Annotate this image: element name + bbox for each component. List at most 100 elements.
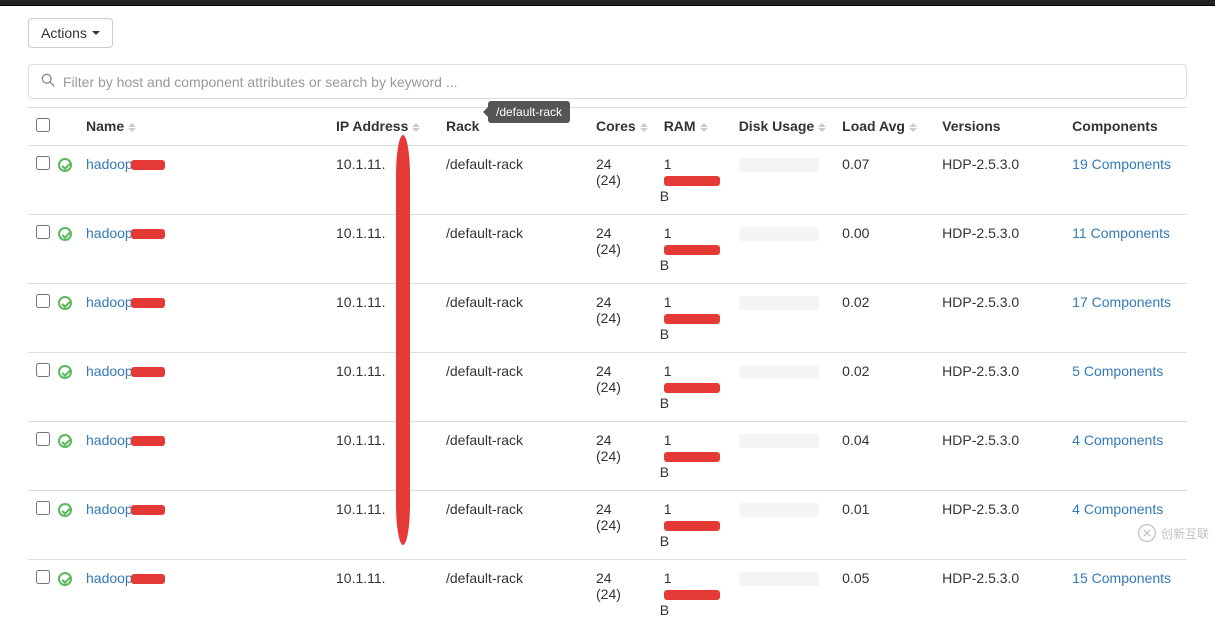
hosts-table: Name IP Address Rack Cores RAM Disk Usag…: [28, 107, 1187, 628]
table-row: hadoop10.1.11./default-rack24(24)1B0.00H…: [28, 215, 1187, 284]
status-ok-icon: [58, 434, 72, 448]
row-checkbox[interactable]: [36, 570, 50, 584]
version-cell: HDP-2.5.3.0: [934, 422, 1064, 491]
col-rack[interactable]: Rack: [438, 108, 588, 146]
ip-cell: 10.1.11.: [328, 353, 438, 422]
actions-dropdown-button[interactable]: Actions: [28, 18, 113, 48]
col-usage[interactable]: Disk Usage: [731, 108, 834, 146]
cores-cell: 24(24): [588, 215, 656, 284]
load-cell: 0.07: [834, 146, 934, 215]
main-container: Actions /default-rack Name IP Address Ra…: [0, 6, 1215, 640]
select-all-checkbox[interactable]: [36, 118, 50, 132]
components-link[interactable]: 11 Components: [1072, 225, 1170, 241]
components-link[interactable]: 4 Components: [1072, 501, 1163, 517]
col-ip[interactable]: IP Address: [328, 108, 438, 146]
redacted-span: [131, 160, 165, 170]
sort-icon: [640, 123, 648, 132]
cores-cell: 24(24): [588, 560, 656, 629]
components-link[interactable]: 19 Components: [1072, 156, 1171, 172]
components-link[interactable]: 15 Components: [1072, 570, 1171, 586]
row-checkbox[interactable]: [36, 363, 50, 377]
row-checkbox[interactable]: [36, 294, 50, 308]
row-checkbox[interactable]: [36, 156, 50, 170]
usage-cell: [731, 215, 834, 284]
usage-cell: [731, 353, 834, 422]
table-row: hadoop10.1.11./default-rack24(24)1B0.02H…: [28, 353, 1187, 422]
col-cores[interactable]: Cores: [588, 108, 656, 146]
filter-bar[interactable]: [28, 64, 1187, 99]
rack-cell: /default-rack: [438, 146, 588, 215]
disk-usage-bar: [739, 158, 819, 172]
host-link[interactable]: hadoop: [86, 156, 133, 172]
col-components: Components: [1064, 108, 1187, 146]
cores-cell: 24(24): [588, 491, 656, 560]
disk-usage-bar: [739, 296, 819, 310]
redacted-span: [664, 245, 720, 255]
ram-cell: 1B: [656, 353, 731, 422]
ram-cell: 1B: [656, 146, 731, 215]
redacted-span: [131, 436, 165, 446]
usage-cell: [731, 146, 834, 215]
usage-cell: [731, 284, 834, 353]
redacted-span: [131, 367, 165, 377]
cores-cell: 24(24): [588, 284, 656, 353]
redacted-span: [664, 314, 720, 324]
ram-cell: 1B: [656, 491, 731, 560]
col-load[interactable]: Load Avg: [834, 108, 934, 146]
disk-usage-bar: [739, 434, 819, 448]
rack-cell: /default-rack: [438, 560, 588, 629]
components-link[interactable]: 5 Components: [1072, 363, 1163, 379]
sort-icon: [700, 123, 708, 132]
ip-cell: 10.1.11.: [328, 422, 438, 491]
redacted-span: [131, 505, 165, 515]
status-ok-icon: [58, 365, 72, 379]
rack-cell: /default-rack: [438, 491, 588, 560]
sort-icon: [909, 123, 917, 132]
col-ram[interactable]: RAM: [656, 108, 731, 146]
cores-cell: 24(24): [588, 353, 656, 422]
ip-cell: 10.1.11.: [328, 146, 438, 215]
ram-cell: 1B: [656, 560, 731, 629]
status-ok-icon: [58, 572, 72, 586]
rack-cell: /default-rack: [438, 284, 588, 353]
ip-cell: 10.1.11.: [328, 284, 438, 353]
disk-usage-bar: [739, 227, 819, 241]
sort-icon: [818, 123, 826, 132]
watermark: 创新互联: [1137, 523, 1209, 543]
host-link[interactable]: hadoop: [86, 363, 133, 379]
redacted-span: [664, 521, 720, 531]
version-cell: HDP-2.5.3.0: [934, 560, 1064, 629]
rack-cell: /default-rack: [438, 215, 588, 284]
host-link[interactable]: hadoop: [86, 225, 133, 241]
load-cell: 0.01: [834, 491, 934, 560]
status-ok-icon: [58, 296, 72, 310]
host-link[interactable]: hadoop: [86, 432, 133, 448]
host-link[interactable]: hadoop: [86, 570, 133, 586]
table-row: hadoop10.1.11./default-rack24(24)1B0.01H…: [28, 491, 1187, 560]
usage-cell: [731, 422, 834, 491]
table-header-row: Name IP Address Rack Cores RAM Disk Usag…: [28, 108, 1187, 146]
disk-usage-bar: [739, 503, 819, 517]
host-link[interactable]: hadoop: [86, 294, 133, 310]
status-ok-icon: [58, 158, 72, 172]
row-checkbox[interactable]: [36, 225, 50, 239]
sort-icon: [412, 123, 420, 132]
version-cell: HDP-2.5.3.0: [934, 353, 1064, 422]
caret-down-icon: [92, 31, 100, 35]
col-name[interactable]: Name: [78, 108, 328, 146]
components-link[interactable]: 4 Components: [1072, 432, 1163, 448]
ram-cell: 1B: [656, 215, 731, 284]
redacted-span: [131, 229, 165, 239]
cores-cell: 24(24): [588, 146, 656, 215]
load-cell: 0.02: [834, 284, 934, 353]
row-checkbox[interactable]: [36, 501, 50, 515]
components-link[interactable]: 17 Components: [1072, 294, 1171, 310]
disk-usage-bar: [739, 365, 819, 379]
actions-label: Actions: [41, 25, 87, 41]
host-link[interactable]: hadoop: [86, 501, 133, 517]
status-ok-icon: [58, 503, 72, 517]
redacted-span: [131, 574, 165, 584]
row-checkbox[interactable]: [36, 432, 50, 446]
load-cell: 0.00: [834, 215, 934, 284]
filter-input[interactable]: [63, 74, 1174, 90]
